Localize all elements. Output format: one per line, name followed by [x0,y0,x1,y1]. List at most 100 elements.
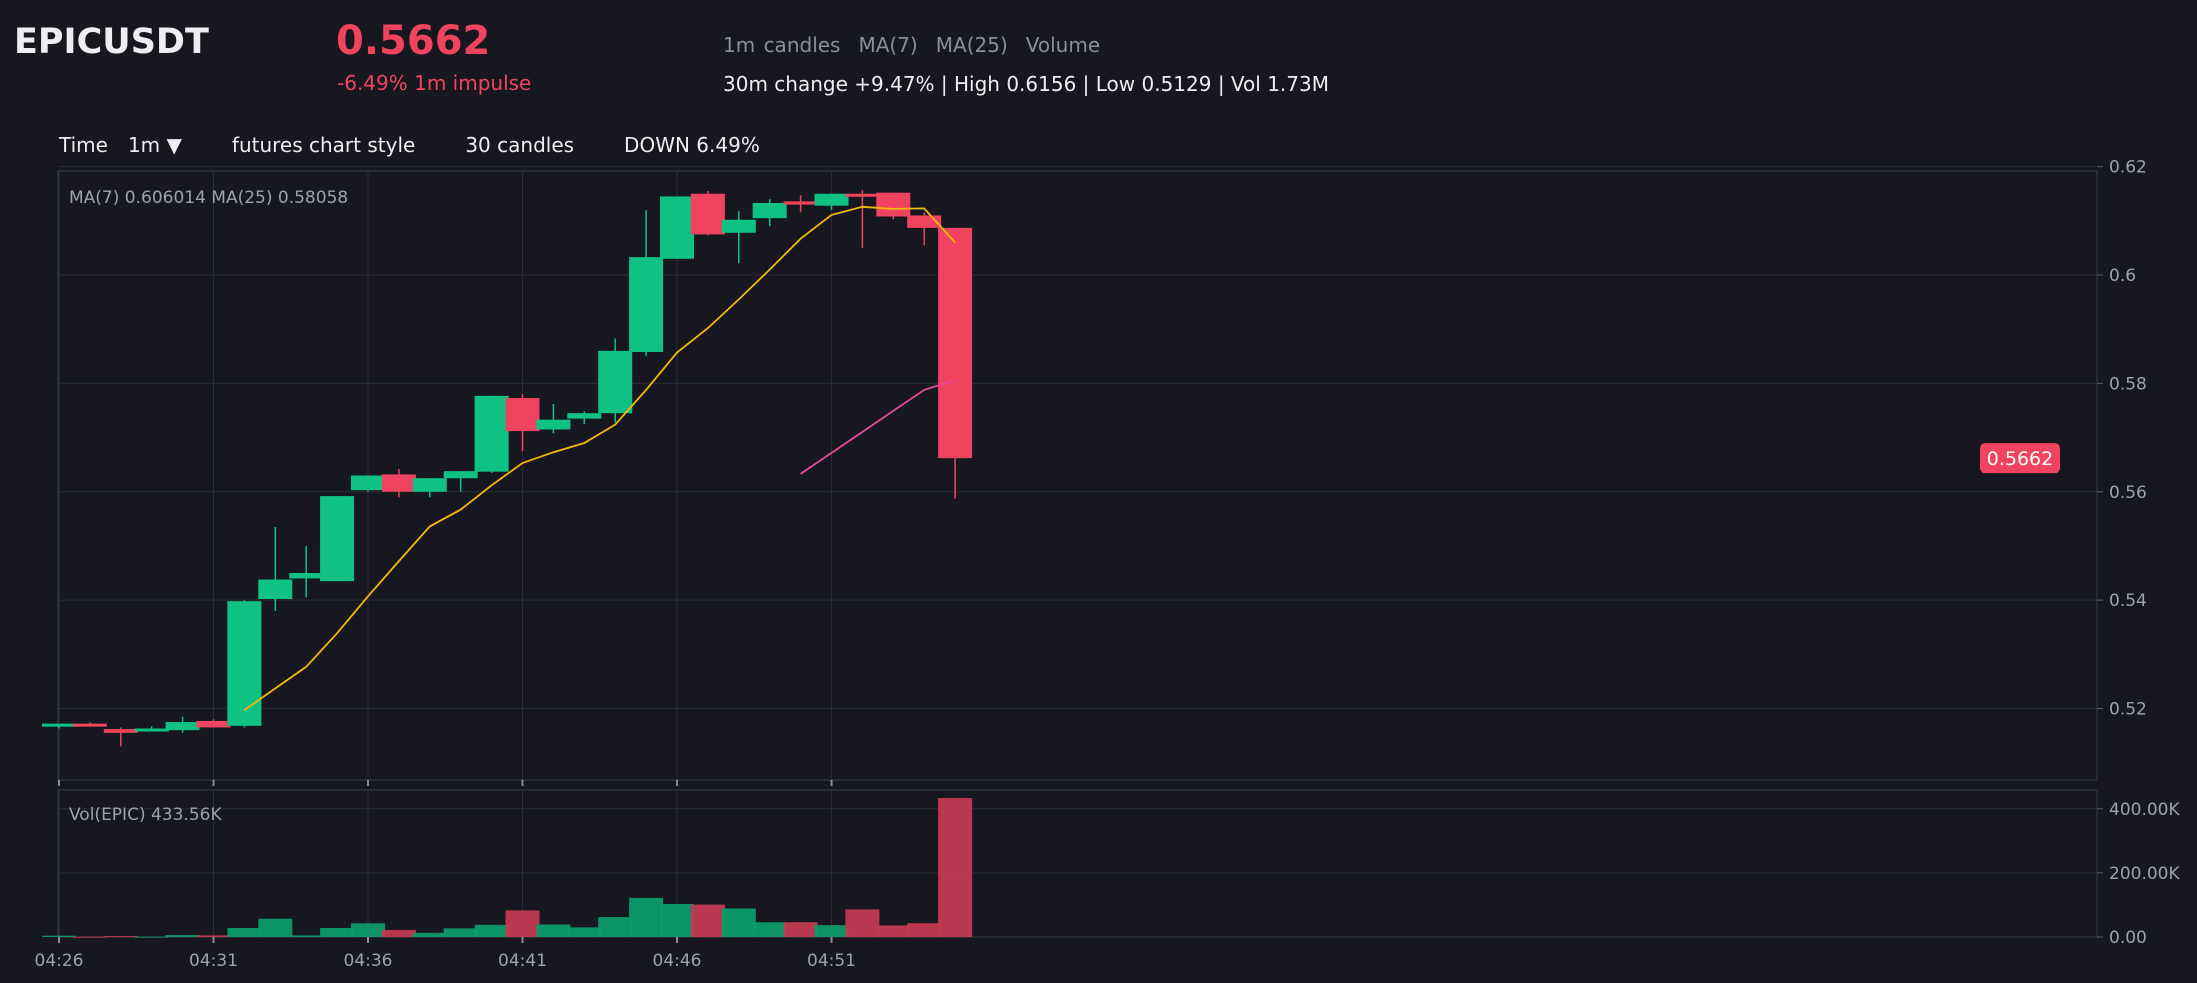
candle-body [505,398,540,432]
candle-body [690,193,725,235]
axis-labels: 0.52 0.54 0.56 0.58 0.6 0.62 0.00 200.00K 400.00… [35,158,2181,971]
vol-tick-label: 200.00K [2109,864,2180,884]
candle [876,192,911,220]
candle [783,195,818,213]
indicator-ma25[interactable]: MA(25) [935,33,1008,57]
price-tag-label: 0.5662 [1987,448,2053,470]
indicator-candles[interactable]: 1m candles [723,33,841,57]
candle-body [165,722,200,731]
candle [938,227,973,499]
volume-bar [536,924,571,937]
vol-tick-label: 0.00 [2109,928,2147,948]
moving-averages [243,205,956,711]
candle-body [845,193,880,197]
candle-body [752,202,787,219]
y-tick-label: 0.56 [2109,483,2147,503]
candle [258,526,293,611]
candle-body [814,193,849,206]
candle [845,190,880,248]
volume-bar [783,922,818,937]
impulse-label: -6.49% 1m impulse [337,71,532,95]
volume-bar [103,936,138,938]
candle [320,496,355,582]
indicator-list: 1m candles MA(7) MA(25) Volume [723,33,1118,57]
chart-style-label[interactable]: futures chart style [231,133,416,157]
x-tick-label: 04:36 [344,951,393,971]
candle-body [443,471,478,479]
direction-label: DOWN 6.49% [624,133,760,157]
candle [690,191,725,236]
vol-tick-label: 400.00K [2109,800,2180,820]
volume-bar [629,897,664,937]
volume-pane [57,789,2098,938]
x-tick-label: 04:41 [498,951,547,971]
grid-lines [58,166,2097,938]
x-tick-label: 04:46 [653,951,702,971]
volume-bar [752,922,787,937]
time-selector[interactable]: Time 1m ▼ [59,133,182,157]
candle-body [258,579,293,600]
volume-bar [258,918,293,937]
candle [907,212,942,246]
candle-body [783,201,818,205]
chart-toolbar: Time 1m ▼ futures chart style 30 candles … [59,133,810,157]
y-tick-label: 0.6 [2109,266,2136,286]
volume-bar [134,936,169,938]
timeframe-dropdown[interactable]: 1m ▼ [127,133,182,157]
volume-bar [598,917,633,937]
indicator-ma7[interactable]: MA(7) [858,33,918,57]
candle-body [227,601,262,726]
candle [474,395,509,473]
volume-bar [72,936,107,938]
chart-frames [57,170,2098,938]
volume-bar [660,903,694,937]
candle-body [42,723,76,727]
ma7-line [243,205,956,711]
candle [165,716,200,733]
volume-bar [351,923,385,937]
candle-body [536,419,571,430]
volume-bar [505,910,540,937]
candle-body [721,219,756,233]
symbol-title: EPICUSDT [14,22,209,62]
candle [289,545,324,598]
volume-bar [814,925,849,937]
candle-body [289,573,324,579]
ma25-line [800,379,956,475]
volume-bar [845,909,880,937]
ma-legend: MA(7) 0.606014 MA(25) 0.58058 [69,188,348,208]
volume-bar [289,935,324,937]
candle [42,723,76,729]
candle [660,196,694,259]
volume-bar [938,798,973,937]
candle-body [196,720,231,728]
candle [381,468,416,498]
y-tick-label: 0.54 [2109,591,2147,611]
last-price-tag: 0.5662 [1980,443,2060,474]
volume-legend: Vol(EPIC) 433.56K [69,805,222,825]
volume-bars [42,798,973,938]
last-price: 0.5662 [336,18,491,64]
candle [443,471,478,492]
candle-body [72,723,107,727]
y-tick-label: 0.52 [2109,699,2147,719]
indicator-volume[interactable]: Volume [1025,33,1101,57]
candle [227,600,262,728]
candle-body [567,413,602,419]
candle-body [629,257,664,352]
volume-bar [227,928,262,937]
candle-body [412,478,447,492]
candles [42,190,973,747]
candle [103,727,138,747]
volume-bar [165,935,200,937]
candle [196,719,231,728]
candle [505,394,540,452]
candle-body [320,496,355,582]
candle [629,210,664,357]
candle [351,475,385,492]
candle-count-label[interactable]: 30 candles [465,133,575,157]
volume-bar [443,928,478,937]
candle-body [351,475,385,491]
candle [721,211,756,264]
